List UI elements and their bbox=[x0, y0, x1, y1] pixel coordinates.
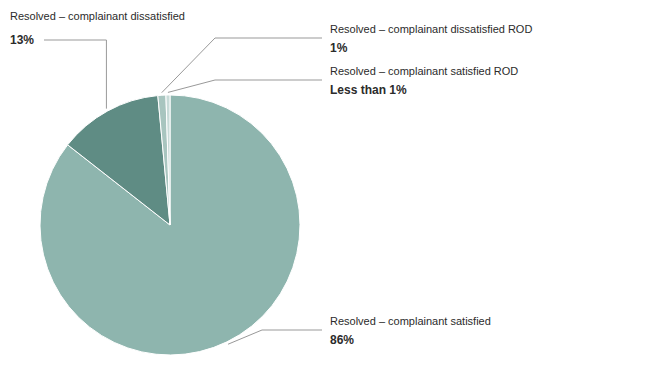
leader-line bbox=[44, 40, 106, 109]
chart-svg: Resolved – complainant satisfied 86% Resol… bbox=[0, 0, 646, 383]
data-label: 86% bbox=[330, 333, 354, 347]
slice-label: Resolved – complainant dissatisfied ROD bbox=[330, 23, 532, 35]
slice-label: Resolved – complainant satisfied ROD bbox=[330, 65, 518, 77]
pie-slice bbox=[158, 95, 170, 225]
data-label: Less than 1% bbox=[330, 83, 407, 97]
slice-label: Resolved – complainant dissatisfied bbox=[10, 10, 185, 22]
labels: Resolved – complainant satisfied 86% Resol… bbox=[10, 10, 532, 347]
pie-slice bbox=[40, 95, 300, 355]
leader-line bbox=[228, 330, 322, 344]
slice-label: Resolved – complainant satisfied bbox=[330, 315, 491, 327]
chart-container: Resolved – complainant satisfied 86% Resol… bbox=[0, 0, 646, 383]
data-label: 1% bbox=[330, 41, 348, 55]
data-label: 13% bbox=[10, 33, 34, 47]
leader-line bbox=[168, 80, 322, 92]
pie-slice bbox=[68, 96, 170, 225]
leader-line bbox=[162, 38, 322, 93]
pie-slice bbox=[166, 95, 170, 225]
pie bbox=[40, 95, 300, 355]
